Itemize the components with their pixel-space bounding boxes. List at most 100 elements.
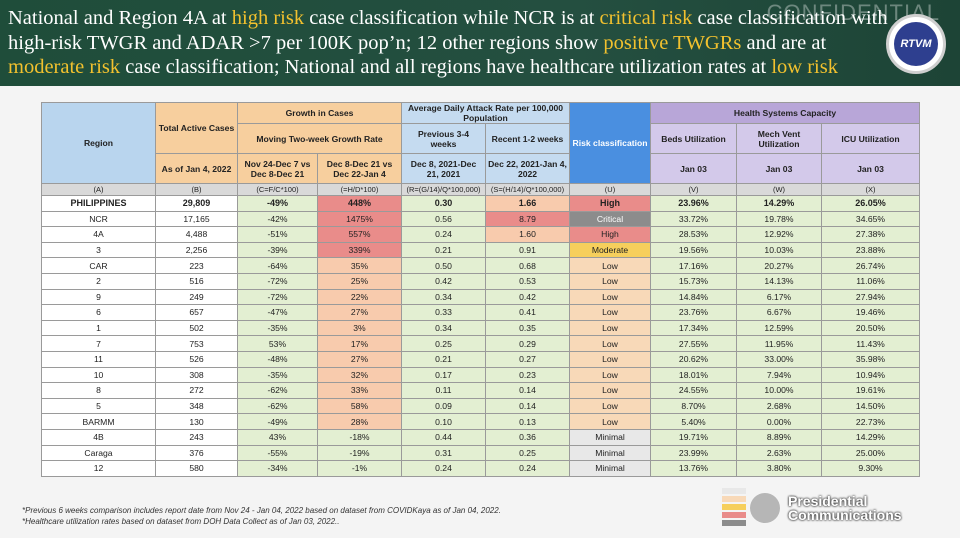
beds-util-cell: 19.56%	[650, 241, 737, 259]
formula-cell: (V)	[650, 183, 737, 196]
mech-vent-util-cell: 33.00%	[736, 350, 822, 368]
formula-row: (A) (B) (C=F/C*100) (=H/D*100) (R=(G/14)…	[41, 183, 921, 196]
growth-rate-2-cell: 25%	[317, 272, 402, 290]
adar-prev-cell: 0.21	[401, 350, 486, 368]
growth-rate-1-cell: -47%	[237, 304, 318, 321]
formula-cell: (X)	[820, 183, 921, 196]
risk-cell: Minimal	[569, 428, 651, 446]
region-cell: 1	[41, 319, 156, 337]
adar-prev-cell: 0.21	[401, 241, 486, 259]
col-risk: Risk classification	[569, 102, 651, 184]
col-region: Region	[41, 102, 156, 184]
adar-recent-cell: 0.24	[485, 460, 570, 477]
beds-util-cell: 27.55%	[650, 335, 737, 352]
adar-prev-cell: 0.10	[401, 413, 486, 430]
adar-recent-cell: 0.13	[485, 413, 570, 430]
growth-rate-1-cell: -42%	[237, 210, 318, 228]
adar-prev-cell: 0.42	[401, 272, 486, 290]
icu-util-cell: 35.98%	[820, 350, 921, 368]
region-cell: 11	[41, 350, 156, 368]
region-cell: 8	[41, 382, 156, 399]
mech-vent-util-cell: 6.17%	[736, 288, 822, 306]
footnote-2: *Healthcare utilization rates based on d…	[22, 517, 340, 526]
col-icu: ICU Utilization	[820, 123, 921, 154]
icu-util-cell: 23.88%	[820, 241, 921, 259]
adar-recent-cell: 0.41	[485, 304, 570, 321]
mech-vent-util-cell: 10.03%	[736, 241, 822, 259]
adar-prev-cell: 0.25	[401, 335, 486, 352]
growth-rate-1-cell: -62%	[237, 397, 318, 415]
icu-util-cell: 19.46%	[820, 304, 921, 321]
risk-cell: Moderate	[569, 241, 651, 259]
formula-cell: (U)	[569, 183, 651, 196]
growth-rate-2-cell: 339%	[317, 241, 402, 259]
headline: National and Region 4A at high risk case…	[8, 6, 908, 80]
adar-prev-cell: 0.31	[401, 444, 486, 462]
beds-util-cell: 15.73%	[650, 272, 737, 290]
active-cases-cell: 29,809	[155, 195, 238, 212]
growth-rate-1-cell: -39%	[237, 241, 318, 259]
risk-cell: Low	[569, 335, 651, 352]
table-row: BARMM 130 -49% 28% 0.10 0.13 Low 5.40% 0.00% 22.7…	[41, 413, 921, 430]
active-cases-cell: 580	[155, 460, 238, 477]
active-cases-cell: 753	[155, 335, 238, 352]
growth-rate-1-cell: -72%	[237, 272, 318, 290]
growth-rate-1-cell: -34%	[237, 460, 318, 477]
table-row: 2 516 -72% 25% 0.42 0.53 Low 15.73% 14.13% 11.06%	[41, 272, 921, 290]
growth-rate-2-cell: 448%	[317, 195, 402, 212]
adar-prev-cell: 0.34	[401, 288, 486, 306]
mech-vent-util-cell: 10.00%	[736, 382, 822, 399]
risk-cell: Low	[569, 413, 651, 430]
formula-cell: (A)	[41, 183, 156, 196]
mech-vent-util-cell: 7.94%	[736, 366, 822, 384]
growth-rate-1-cell: -64%	[237, 257, 318, 274]
region-cell: 4A	[41, 226, 156, 243]
growth-rate-2-cell: -19%	[317, 444, 402, 462]
growth-rate-1-cell: -62%	[237, 382, 318, 399]
region-cell: NCR	[41, 210, 156, 228]
adar-recent-cell: 8.79	[485, 210, 570, 228]
formula-cell: (S=(H/14)/Q*100,000)	[485, 183, 570, 196]
growth-rate-1-cell: -49%	[237, 413, 318, 430]
footnotes: *Previous 6 weeks comparison includes re…	[22, 505, 501, 527]
icu-util-cell: 22.73%	[820, 413, 921, 430]
beds-util-cell: 8.70%	[650, 397, 737, 415]
table-row: 7 753 53% 17% 0.25 0.29 Low 27.55% 11.95% 11.43%	[41, 335, 921, 352]
active-cases-cell: 223	[155, 257, 238, 274]
growth-rate-2-cell: 27%	[317, 304, 402, 321]
adar-prev-cell: 0.56	[401, 210, 486, 228]
mech-vent-util-cell: 14.29%	[736, 195, 822, 212]
adar-recent-cell: 1.60	[485, 226, 570, 243]
risk-cell: Minimal	[569, 460, 651, 477]
table-row: 9 249 -72% 22% 0.34 0.42 Low 14.84% 6.17% 27.94%	[41, 288, 921, 306]
icu-util-cell: 34.65%	[820, 210, 921, 228]
table-row-national: PHILIPPINES 29,809 -49% 448% 0.30 1.66 High 23.…	[41, 195, 921, 212]
beds-util-cell: 20.62%	[650, 350, 737, 368]
risk-cell: Low	[569, 382, 651, 399]
growth-rate-1-cell: 53%	[237, 335, 318, 352]
col-prev: Previous 3-4 weeks	[401, 123, 486, 154]
growth-rate-2-cell: -1%	[317, 460, 402, 477]
beds-util-cell: 23.76%	[650, 304, 737, 321]
adar-recent-cell: 0.23	[485, 366, 570, 384]
footnote-1: *Previous 6 weeks comparison includes re…	[22, 506, 501, 515]
mech-vent-util-cell: 12.92%	[736, 226, 822, 243]
growth-rate-1-cell: 43%	[237, 428, 318, 446]
adar-prev-cell: 0.44	[401, 428, 486, 446]
col-as-of: As of Jan 4, 2022	[155, 153, 238, 184]
growth-rate-2-cell: 1475%	[317, 210, 402, 228]
icu-util-cell: 26.74%	[820, 257, 921, 274]
col-recent-dates: Dec 22, 2021-Jan 4, 2022	[485, 153, 570, 184]
growth-rate-1-cell: -35%	[237, 366, 318, 384]
risk-cell: Low	[569, 288, 651, 306]
table-row: 8 272 -62% 33% 0.11 0.14 Low 24.55% 10.00% 19.61%	[41, 382, 921, 399]
active-cases-cell: 130	[155, 413, 238, 430]
mech-vent-util-cell: 2.63%	[736, 444, 822, 462]
adar-recent-cell: 0.36	[485, 428, 570, 446]
icu-util-cell: 20.50%	[820, 319, 921, 337]
growth-rate-1-cell: -48%	[237, 350, 318, 368]
table-row: 10 308 -35% 32% 0.17 0.23 Low 18.01% 7.94% 10.94%	[41, 366, 921, 384]
beds-util-cell: 33.72%	[650, 210, 737, 228]
active-cases-cell: 526	[155, 350, 238, 368]
risk-cell: Low	[569, 366, 651, 384]
